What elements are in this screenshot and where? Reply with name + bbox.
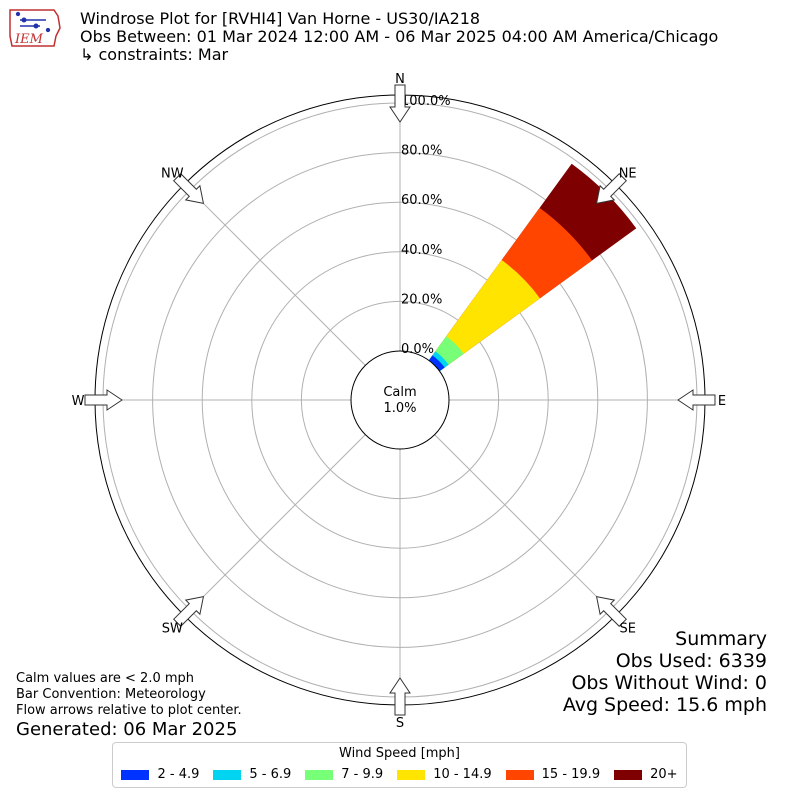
flow-arrow-icon	[173, 595, 205, 627]
calm-value: 1.0%	[383, 401, 416, 416]
flow-arrow-icon	[389, 677, 411, 716]
calm-circle	[350, 350, 450, 450]
summary-avg-speed: Avg Speed: 15.6 mph	[562, 694, 767, 716]
legend-item: 7 - 9.9	[305, 767, 383, 782]
flow-arrow-icon	[84, 389, 123, 411]
grid-spoke	[183, 434, 366, 617]
compass-label-sw: SW	[162, 622, 183, 637]
flow-arrow-icon	[595, 173, 627, 205]
legend-label: 7 - 9.9	[341, 767, 384, 782]
svg-text:IEM: IEM	[14, 32, 44, 47]
radial-tick-label: 80.0%	[401, 144, 442, 159]
legend-title: Wind Speed [mph]	[339, 746, 460, 761]
constraints-line: ↳ constraints: Mar	[80, 45, 229, 64]
legend-label: 5 - 6.9	[249, 767, 292, 782]
legend-label: 20+	[650, 767, 678, 782]
legend-swatch	[614, 769, 643, 780]
legend-swatch	[213, 769, 242, 780]
note-flow-arrows: Flow arrows relative to plot center.	[16, 703, 242, 718]
radial-tick-label: 100.0%	[401, 94, 451, 109]
radial-tick-label: 0.0%	[401, 342, 434, 357]
legend-label: 2 - 4.9	[157, 767, 200, 782]
flow-arrow-icon	[595, 595, 627, 627]
legend-swatch	[121, 769, 150, 780]
legend-item: 5 - 6.9	[213, 767, 291, 782]
plot-header: Windrose Plot for [RVHI4] Van Horne - US…	[80, 10, 718, 64]
compass-label-w: W	[72, 394, 85, 409]
grid-spoke	[434, 434, 617, 617]
radial-tick-label: 40.0%	[401, 243, 442, 258]
summary-box: Summary Obs Used: 6339 Obs Without Wind:…	[563, 628, 767, 716]
radial-tick-label: 60.0%	[401, 193, 442, 208]
legend-swatch	[397, 769, 426, 780]
legend-label: 10 - 14.9	[433, 767, 492, 782]
radial-tick-label: 20.0%	[401, 292, 442, 307]
flow-arrow-icon	[677, 389, 716, 411]
legend-item: 10 - 14.9	[397, 767, 492, 782]
calm-label: Calm	[383, 385, 416, 400]
flow-arrow-icon	[173, 173, 205, 205]
legend-swatch	[505, 769, 534, 780]
wind-speed-legend: Wind Speed [mph] 2 - 4.9 5 - 6.9 7 - 9.9 10…	[112, 742, 687, 788]
flow-arrow-icon	[389, 84, 411, 123]
legend-item: 2 - 4.9	[121, 767, 199, 782]
legend-swatch	[305, 769, 334, 780]
iem-logo: IEM	[9, 9, 61, 47]
plot-notes: Calm values are < 2.0 mph Bar Convention…	[16, 671, 242, 719]
obs-between: Obs Between: 01 Mar 2024 12:00 AM - 06 M…	[80, 27, 719, 46]
note-bar-convention: Bar Convention: Meteorology	[16, 687, 206, 702]
summary-obs-used: Obs Used: 6339	[615, 650, 767, 672]
compass-label-n: N	[395, 72, 405, 87]
compass-label-se: SE	[619, 622, 635, 637]
compass-label-ne: NE	[619, 166, 637, 181]
legend-item: 15 - 19.9	[505, 767, 601, 782]
legend-item: 20+	[614, 767, 678, 782]
compass-label-e: E	[718, 394, 726, 409]
legend-items: 2 - 4.9 5 - 6.9 7 - 9.9 10 - 14.9 15 - 19.9 2…	[113, 767, 686, 782]
grid-spoke	[183, 183, 366, 366]
summary-title: Summary	[675, 628, 767, 650]
compass-label-s: S	[396, 716, 404, 731]
summary-obs-without-wind: Obs Without Wind: 0	[571, 672, 767, 694]
compass-label-nw: NW	[161, 166, 184, 181]
note-calm: Calm values are < 2.0 mph	[16, 671, 195, 686]
plot-title: Windrose Plot for [RVHI4] Van Horne - US…	[80, 9, 481, 28]
generated-date: Generated: 06 Mar 2025	[16, 719, 238, 740]
legend-label: 15 - 19.9	[541, 767, 601, 782]
